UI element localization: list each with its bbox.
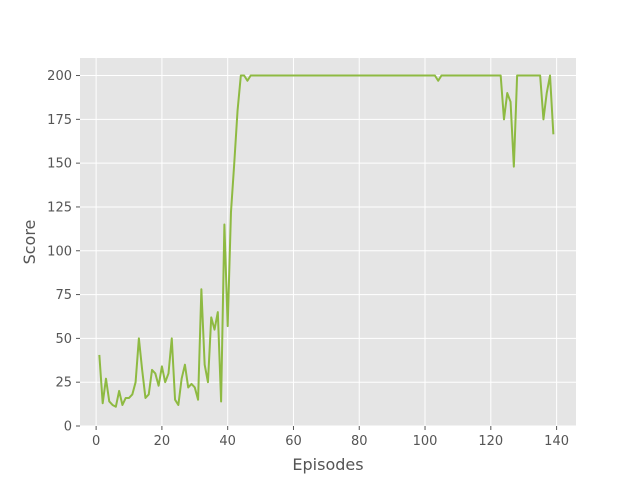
y-tick-label: 75 [55,288,72,303]
series [98,74,555,408]
y-tick-label: 25 [55,376,72,391]
x-axis-label: Episodes [292,455,363,474]
x-tick-label: 60 [285,434,302,449]
y-tick-label: 175 [47,113,72,128]
x-tick-label: 100 [413,434,438,449]
series-line [98,74,555,408]
axis-ticks: 0 20 40 60 80 100 120 140 0 25 50 75 100 125 150 175 200 [47,69,569,449]
y-tick-label: 200 [47,69,72,84]
plot-area [80,58,576,426]
y-tick-label: 50 [55,332,72,347]
x-tick-label: 20 [154,434,171,449]
y-tick-label: 150 [47,157,72,172]
x-tick-label: 40 [219,434,236,449]
y-axis-label: Score [20,220,39,265]
x-tick-label: 80 [351,434,368,449]
x-tick-label: 120 [478,434,503,449]
x-tick-label: 0 [92,434,100,449]
y-tick-label: 0 [64,420,72,435]
y-tick-label: 100 [47,244,72,259]
y-tick-label: 125 [47,200,72,215]
x-tick-label: 140 [544,434,569,449]
